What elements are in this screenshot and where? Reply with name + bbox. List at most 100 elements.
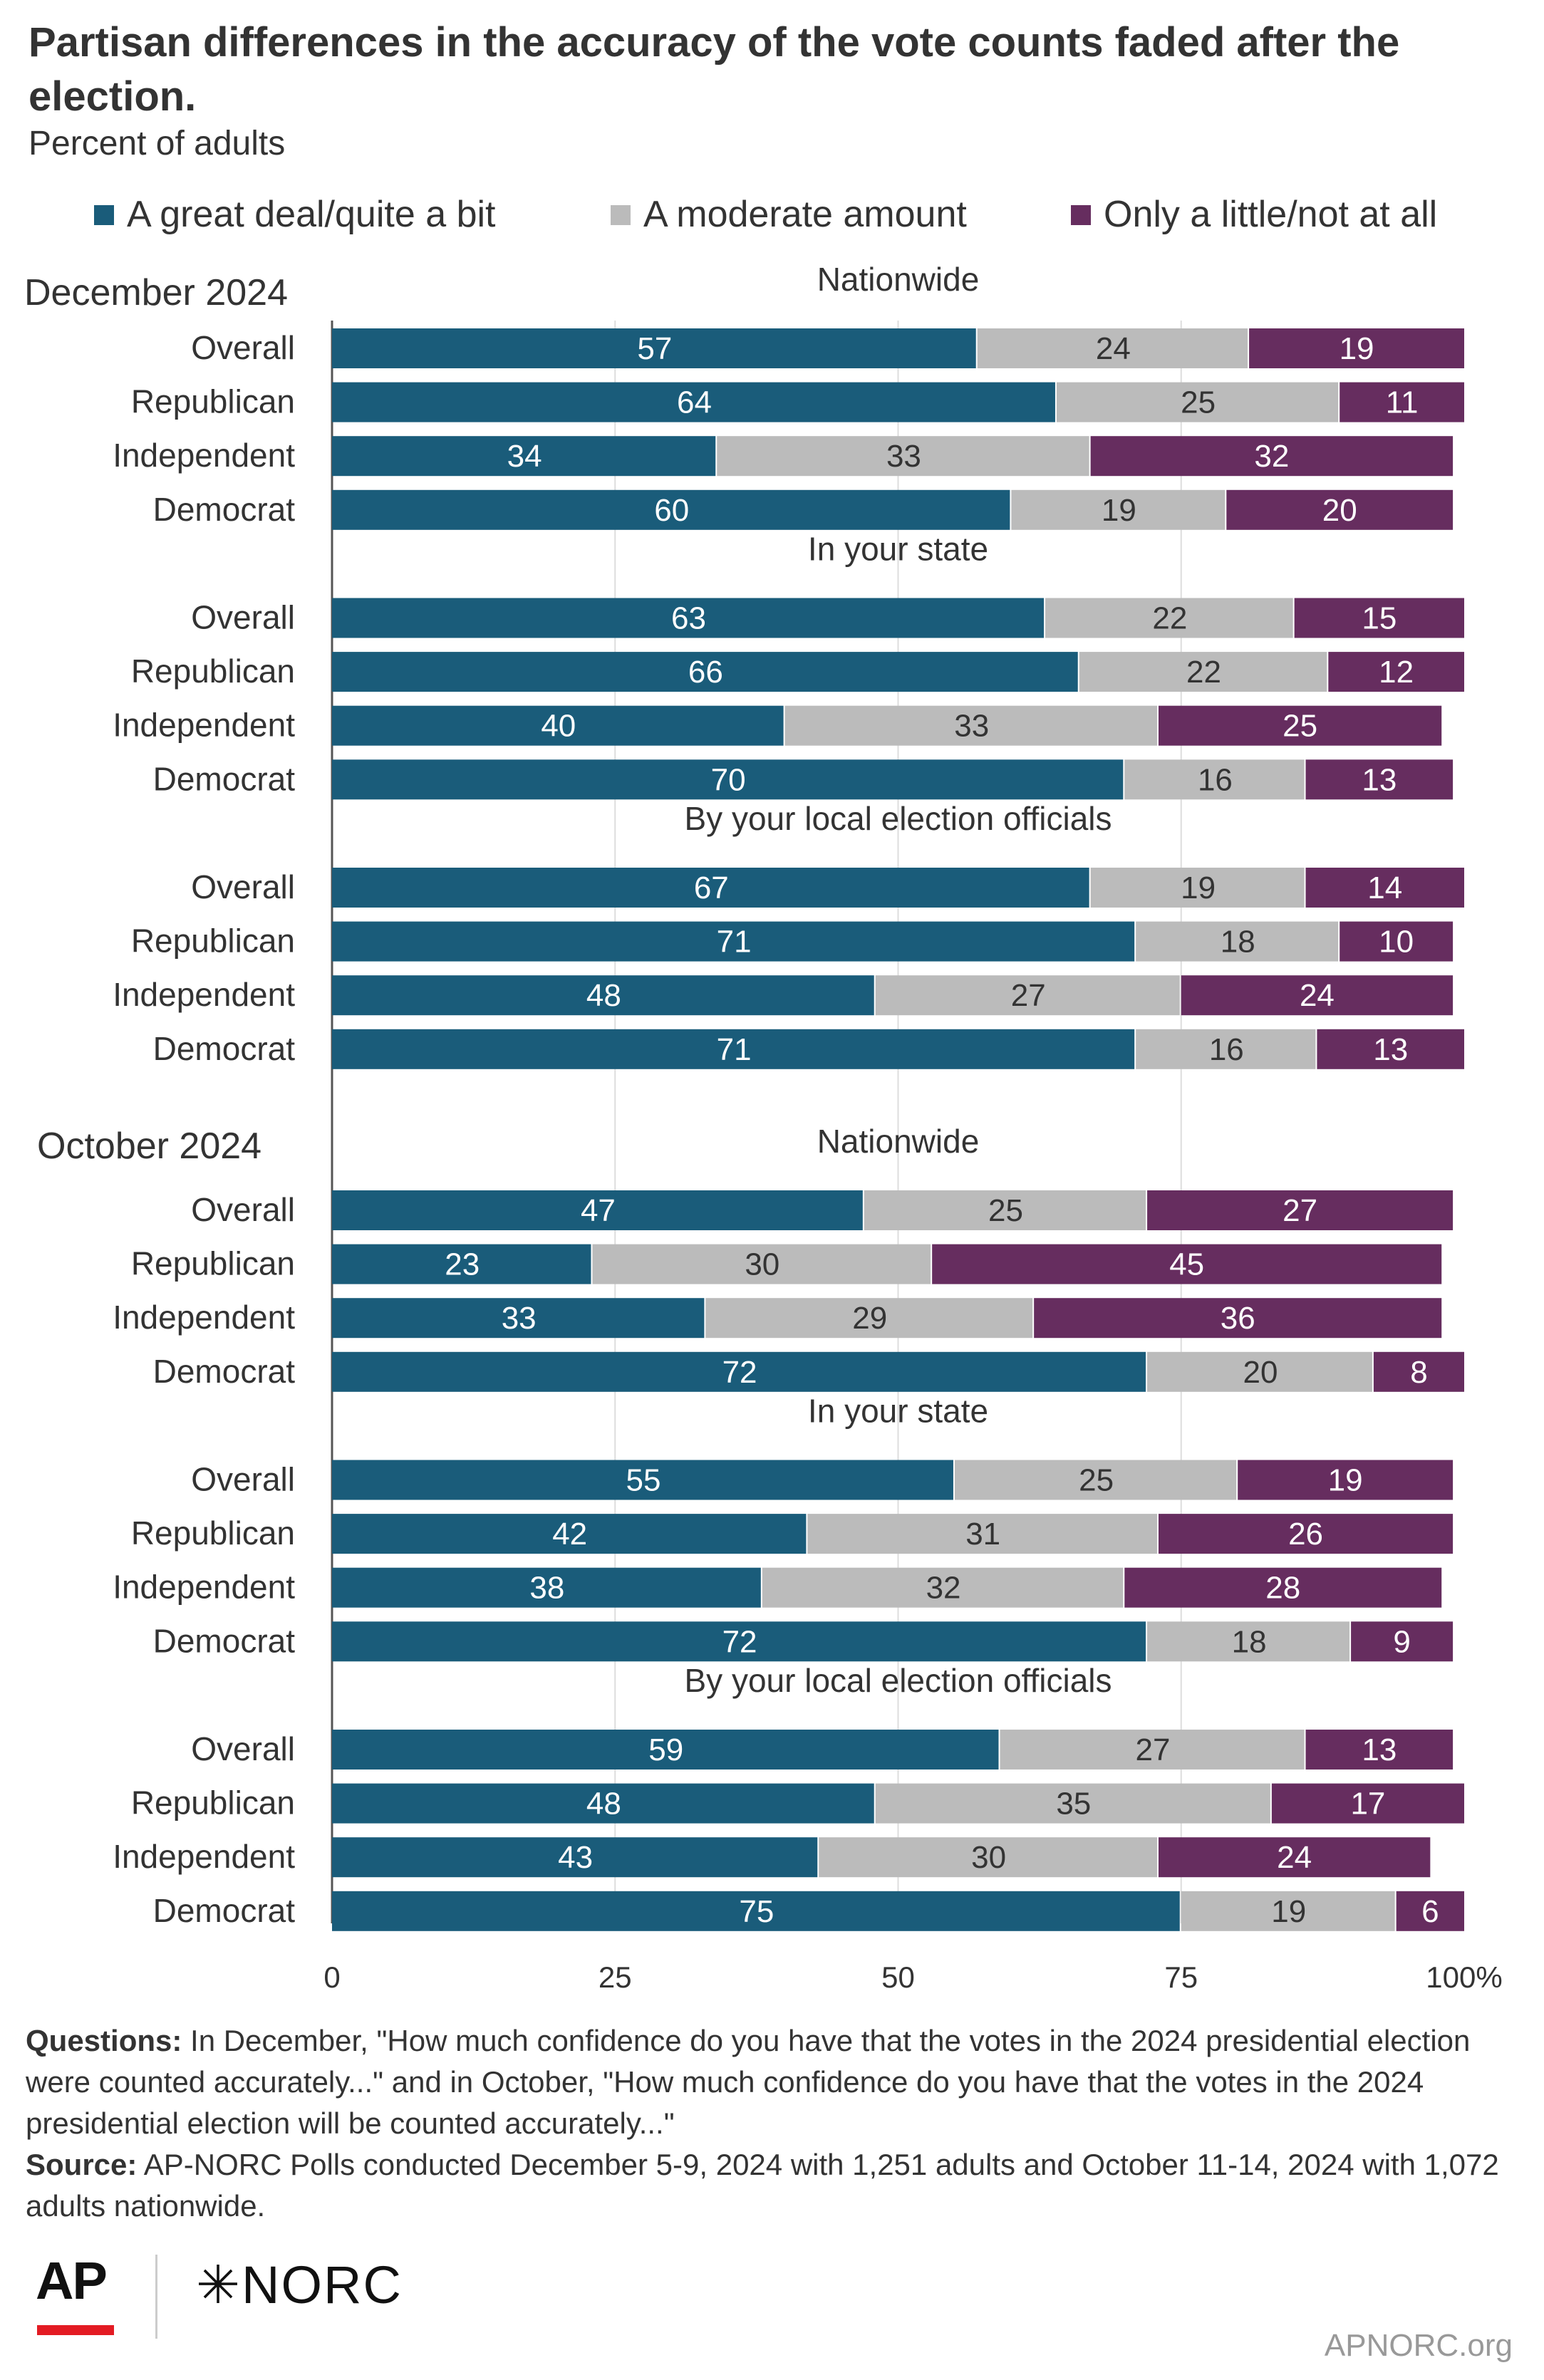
chart-subtitle: Percent of adults [29, 125, 286, 162]
bar-segment-a-moderate-amount [864, 1190, 1146, 1230]
bar-segment-a-moderate-amount [875, 1783, 1270, 1824]
data-label: 28 [1265, 1571, 1300, 1606]
bar-segment-a-moderate-amount [1045, 598, 1293, 638]
data-label: 13 [1362, 762, 1397, 797]
group-by-your-local-election-officials: By your local election officials Overall 5… [113, 1662, 1464, 1931]
data-label: 60 [654, 493, 689, 528]
data-label: 24 [1277, 1840, 1312, 1875]
chart-title: Partisan differences in the accuracy of … [29, 19, 1400, 120]
data-label: 71 [717, 1032, 752, 1067]
bar-segment-a-great-deal-quite-a-bit [332, 1460, 953, 1500]
bar-segment-a-great-deal-quite-a-bit [332, 1244, 591, 1284]
group-title: By your local election officials [685, 1662, 1112, 1699]
group-by-your-local-election-officials: By your local election officials Overall 6… [113, 800, 1464, 1069]
bar-row-democrat: Democrat 75 19 6 [153, 1891, 1464, 1931]
data-label: 30 [745, 1247, 779, 1282]
legend-label-great-deal: A great deal/quite a bit [127, 194, 496, 235]
group-title: Nationwide [817, 1123, 980, 1160]
bar-segment-only-a-little-not-at-all [1249, 328, 1464, 368]
bar-segment-only-a-little-not-at-all [1328, 652, 1464, 692]
data-label: 27 [1136, 1732, 1171, 1767]
data-label: 57 [637, 331, 672, 366]
category-label: Independent [113, 707, 295, 744]
category-label: Independent [113, 1569, 295, 1606]
bar-row-democrat: Democrat 60 19 20 [153, 489, 1454, 530]
bar-segment-only-a-little-not-at-all [1305, 759, 1454, 800]
legend-swatch-little [1071, 205, 1091, 225]
data-label: 33 [954, 709, 989, 744]
bar-segment-a-great-deal-quite-a-bit [332, 1029, 1135, 1069]
category-label: Republican [131, 1784, 295, 1822]
category-label: Republican [131, 1514, 295, 1552]
bar-segment-a-great-deal-quite-a-bit [332, 652, 1078, 692]
data-label: 25 [1181, 385, 1216, 420]
category-label: Overall [191, 1191, 295, 1228]
category-label: Independent [113, 976, 295, 1013]
category-label: Overall [191, 329, 295, 366]
bar-row-republican: Republican 42 31 26 [131, 1514, 1454, 1554]
bar-segment-a-moderate-amount [1000, 1730, 1305, 1770]
bar-row-overall: Overall 63 22 15 [191, 598, 1464, 638]
bar-segment-only-a-little-not-at-all [1124, 1567, 1442, 1608]
data-label: 19 [1340, 331, 1374, 366]
bar-segment-a-moderate-amount [1136, 1029, 1316, 1069]
x-tick-label: 100% [1426, 1960, 1502, 1994]
data-label: 25 [988, 1193, 1023, 1228]
legend-item-moderate: A moderate amount [611, 191, 967, 238]
data-label: 72 [722, 1355, 757, 1390]
data-label: 19 [1181, 871, 1216, 905]
x-tick-label: 50 [881, 1960, 915, 1994]
bar-row-independent: Independent 33 29 36 [113, 1298, 1442, 1339]
logo-divider [155, 2255, 157, 2339]
bar-segment-only-a-little-not-at-all [1034, 1298, 1442, 1339]
bar-segment-a-great-deal-quite-a-bit [332, 1837, 818, 1878]
bar-row-republican: Republican 23 30 45 [131, 1244, 1442, 1284]
legend-item-great-deal: A great deal/quite a bit [94, 191, 496, 238]
data-label: 17 [1350, 1787, 1385, 1822]
bar-segment-only-a-little-not-at-all [1158, 705, 1442, 746]
bar-segment-a-moderate-amount [717, 436, 1089, 477]
bar-segment-only-a-little-not-at-all [1181, 975, 1454, 1016]
bar-segment-only-a-little-not-at-all [1317, 1029, 1464, 1069]
category-label: Democrat [153, 760, 296, 797]
x-tick-label: 25 [599, 1960, 632, 1994]
bar-segment-only-a-little-not-at-all [1158, 1837, 1431, 1878]
category-label: Republican [131, 383, 295, 420]
data-label: 12 [1379, 655, 1414, 690]
bar-segment-a-moderate-amount [819, 1837, 1157, 1878]
bar-segment-only-a-little-not-at-all [1340, 382, 1464, 422]
data-label: 24 [1096, 331, 1131, 366]
data-label: 67 [694, 871, 729, 905]
category-label: Democrat [153, 1622, 296, 1659]
data-label: 22 [1186, 655, 1221, 690]
bar-segment-a-great-deal-quite-a-bit [332, 598, 1045, 638]
questions-text: In December, "How much confidence do you… [26, 2024, 1471, 2140]
bar-segment-a-moderate-amount [1136, 921, 1339, 962]
data-label: 34 [507, 439, 542, 474]
x-axis-ticks: 0 25 50 75 100% [323, 1960, 1502, 1994]
bar-segment-a-moderate-amount [1124, 759, 1305, 800]
bar-row-republican: Republican 48 35 17 [131, 1783, 1464, 1824]
bar-segment-only-a-little-not-at-all [1271, 1783, 1464, 1824]
bar-segment-only-a-little-not-at-all [1351, 1621, 1454, 1662]
bar-segment-a-moderate-amount [1090, 868, 1305, 908]
data-label: 63 [671, 601, 706, 636]
bar-segment-a-moderate-amount [1181, 1891, 1395, 1931]
bar-row-overall: Overall 67 19 14 [191, 868, 1464, 908]
bar-row-independent: Independent 40 33 25 [113, 705, 1442, 746]
bar-row-independent: Independent 48 27 24 [113, 975, 1454, 1016]
bar-segment-a-moderate-amount [1011, 489, 1226, 530]
data-label: 25 [1283, 709, 1317, 744]
bar-row-independent: Independent 34 33 32 [113, 436, 1454, 477]
group-in-your-state: In your state Overall 63 22 15 Republican 66 22… [113, 531, 1464, 800]
source-label: Source: [26, 2148, 138, 2181]
data-label: 19 [1102, 493, 1136, 528]
source-text: AP-NORC Polls conducted December 5-9, 20… [26, 2148, 1499, 2223]
data-label: 55 [626, 1463, 660, 1498]
panel-december-2024: Nationwide Overall 57 24 19 Republican 64 25 11 I… [113, 261, 1464, 1069]
bar-segment-only-a-little-not-at-all [1305, 868, 1464, 908]
data-label: 19 [1271, 1894, 1306, 1929]
data-label: 29 [852, 1301, 887, 1336]
bar-row-republican: Republican 64 25 11 [131, 382, 1464, 422]
bar-segment-a-great-deal-quite-a-bit [332, 975, 874, 1016]
